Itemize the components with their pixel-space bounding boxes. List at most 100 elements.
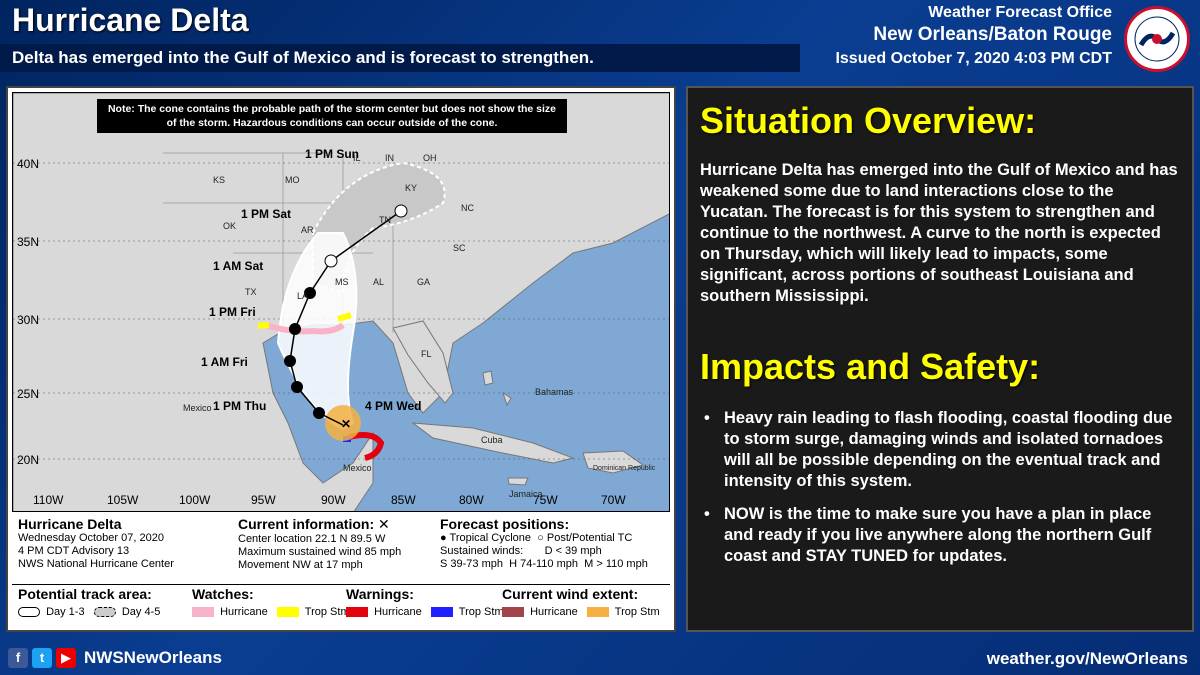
lon-label: 110W <box>33 493 64 507</box>
trop-warning-icon <box>430 607 453 618</box>
page-title: Hurricane Delta <box>12 2 249 38</box>
briefing-panel: Situation Overview: Hurricane Delta has … <box>686 86 1194 632</box>
map-legend: Hurricane Delta Wednesday October 07, 20… <box>12 516 670 628</box>
tropical-cyclone-label: Tropical Cyclone <box>449 532 532 544</box>
social-links: f t ▶ NWSNewOrleans <box>8 648 222 668</box>
social-handle[interactable]: NWSNewOrleans <box>84 648 222 667</box>
facebook-icon[interactable]: f <box>8 648 28 668</box>
day13-label: Day 1-3 <box>46 606 85 618</box>
h-value: H 74-110 mph <box>509 558 578 570</box>
advisory-date: Wednesday October 07, 2020 <box>18 532 164 544</box>
state-label: TX <box>245 287 257 297</box>
page-subtitle: Delta has emerged into the Gulf of Mexic… <box>12 48 594 67</box>
lon-label: 90W <box>321 493 346 507</box>
forecast-map: ✕ Note: The cone contains the probable p… <box>12 92 670 512</box>
m-value: M > 110 mph <box>584 558 648 570</box>
youtube-icon[interactable]: ▶ <box>56 648 76 668</box>
trop-watch-label: Trop Stm <box>304 606 350 618</box>
twitter-icon[interactable]: t <box>32 648 52 668</box>
state-label: SC <box>453 243 466 253</box>
forecast-time-label: 1 PM Thu <box>213 399 267 413</box>
max-wind: Maximum sustained wind 85 mph <box>238 546 402 558</box>
lon-label: 95W <box>251 493 276 507</box>
office-name: Weather Forecast Office <box>928 4 1112 21</box>
warnings-heading: Warnings: <box>346 586 414 602</box>
hurricane-watch-icon <box>192 607 214 618</box>
advisory-source: NWS National Hurricane Center <box>18 558 174 570</box>
forecast-time-label: 1 PM Sat <box>241 207 292 221</box>
state-label: TN <box>379 215 391 225</box>
issued-time: Issued October 7, 2020 4:03 PM CDT <box>835 50 1112 67</box>
state-label: KS <box>213 175 226 185</box>
wind-scale-row: Sustained winds: D < 39 mph <box>440 545 648 558</box>
wind-extent-heading: Current wind extent: <box>502 586 639 602</box>
forecast-time-label: 1 AM Sat <box>213 259 264 273</box>
lon-label: 75W <box>533 493 558 507</box>
impacts-list: • Heavy rain leading to flash flooding, … <box>700 408 1180 579</box>
warnings-legend: Warnings: Hurricane Trop Stm <box>346 586 504 619</box>
forecast-time-label: 1 PM Sun <box>305 147 360 161</box>
website-link[interactable]: weather.gov/NewOrleans <box>986 649 1188 668</box>
advisory-number: 4 PM CDT Advisory 13 <box>18 545 130 557</box>
state-label: OK <box>223 221 237 231</box>
state-label: GA <box>417 277 431 287</box>
track-heading: Potential track area: <box>18 586 152 602</box>
office-info: Weather Forecast Office New Orleans/Bato… <box>835 4 1112 68</box>
lat-label: 20N <box>17 453 40 467</box>
state-label: AL <box>373 277 385 287</box>
lon-label: 100W <box>179 493 211 507</box>
state-label: NC <box>461 203 474 213</box>
center-location: Center location 22.1 N 89.5 W <box>238 533 386 545</box>
wind-scale-row: S 39-73 mph H 74-110 mph M > 110 mph <box>440 558 648 571</box>
bullet-icon: • <box>704 505 710 523</box>
office-location: New Orleans/Baton Rouge <box>873 24 1112 45</box>
place-label: Mexico <box>343 463 372 473</box>
list-item: • Heavy rain leading to flash flooding, … <box>700 408 1180 492</box>
list-item: • NOW is the time to make sure you have … <box>700 504 1180 567</box>
watches-heading: Watches: <box>192 586 254 602</box>
track-area-legend: Potential track area: Day 1-3 Day 4-5 <box>18 586 160 619</box>
situation-text: Hurricane Delta has emerged into the Gul… <box>700 161 1178 305</box>
state-label: KY <box>405 183 418 193</box>
s-value: S 39-73 mph <box>440 558 503 570</box>
hollow-dot-icon: ○ <box>537 532 544 544</box>
current-info-heading: Current information: ✕ <box>238 516 390 532</box>
place-label: Jamaica <box>509 489 543 499</box>
hurricane-watch-label: Hurricane <box>220 606 268 618</box>
subtitle-bar <box>0 44 800 72</box>
lon-label: 105W <box>107 493 139 507</box>
lat-label: 25N <box>17 387 40 401</box>
lat-label: 40N <box>17 157 40 171</box>
cone-note: Note: The cone contains the probable pat… <box>97 99 567 133</box>
watches-legend: Watches: Hurricane Trop Stm <box>192 586 350 619</box>
state-label: MO <box>285 175 300 185</box>
hurricane-warning-icon <box>346 607 368 618</box>
lat-label: 35N <box>17 235 40 249</box>
forecast-heading: Forecast positions: <box>440 516 570 532</box>
state-label: LA <box>297 291 309 301</box>
impact-text: Heavy rain leading to flash flooding, co… <box>724 409 1173 490</box>
forecast-time-label: 1 PM Fri <box>209 305 256 319</box>
footer: f t ▶ NWSNewOrleans weather.gov/NewOrlea… <box>0 642 1200 675</box>
impacts-title: Impacts and Safety: <box>700 346 1041 387</box>
wind-trop-icon <box>586 607 609 618</box>
bullet-icon: • <box>704 409 710 427</box>
current-info: Current information: ✕ Center location 2… <box>238 516 401 572</box>
state-label: MS <box>335 277 349 287</box>
header: Hurricane Delta Delta has emerged into t… <box>0 0 1200 72</box>
watch-items: Hurricane Trop Stm <box>192 606 350 619</box>
day45-icon <box>93 607 116 618</box>
post-potential-label: Post/Potential TC <box>546 532 633 544</box>
situation-title: Situation Overview: <box>700 100 1037 141</box>
sustained-winds-label: Sustained winds: <box>440 545 524 557</box>
lon-label: 85W <box>391 493 416 507</box>
trop-watch-icon <box>276 607 299 618</box>
place-label: Mexico <box>183 403 212 413</box>
wind-hurricane-label: Hurricane <box>530 606 578 618</box>
svg-text:✕: ✕ <box>341 417 351 431</box>
legend-divider <box>12 584 670 585</box>
forecast-time-label: 4 PM Wed <box>365 399 422 413</box>
place-label: Dominican Republic <box>593 465 656 472</box>
day13-icon <box>18 607 40 618</box>
lon-label: 70W <box>601 493 626 507</box>
